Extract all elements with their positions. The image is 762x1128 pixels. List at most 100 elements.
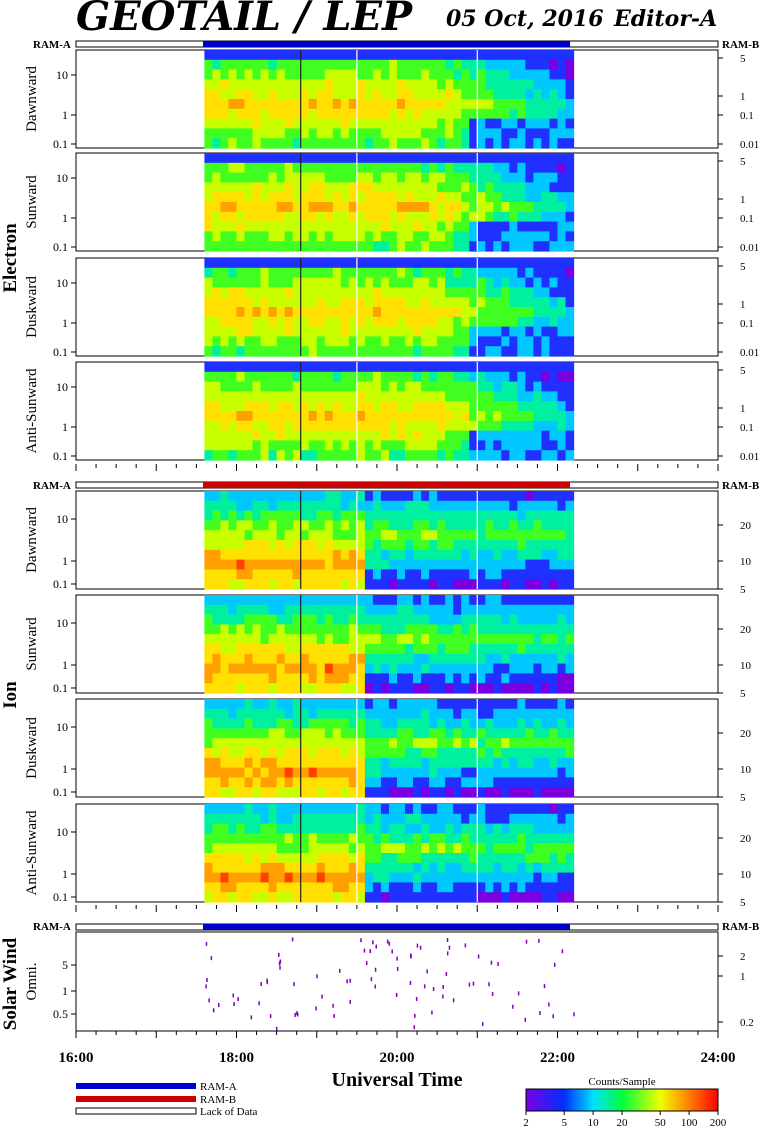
spectrogram-cell bbox=[220, 316, 230, 328]
spectrogram-cell bbox=[429, 549, 438, 561]
spectrogram-cell bbox=[244, 892, 254, 903]
spectrogram-cell bbox=[469, 79, 478, 90]
spectrogram-cell bbox=[405, 267, 414, 279]
spectrogram-cell bbox=[477, 89, 486, 100]
spectrogram-cell bbox=[517, 69, 526, 80]
spectrogram-cell bbox=[356, 530, 366, 541]
spectrogram-cell bbox=[549, 381, 559, 392]
spectrogram-cell bbox=[268, 892, 278, 903]
spectrogram-cell bbox=[356, 326, 366, 337]
spectrogram-cell bbox=[292, 767, 302, 778]
spectrogram-cell bbox=[517, 450, 526, 461]
spectrogram-cell bbox=[268, 258, 278, 269]
spectrogram-cell bbox=[421, 559, 430, 570]
spectrogram-cell bbox=[509, 699, 518, 710]
spectrogram-cell bbox=[557, 882, 567, 893]
spectrogram-cell bbox=[348, 738, 358, 749]
spectrogram-cell bbox=[324, 833, 334, 844]
spectrogram-cell bbox=[557, 510, 567, 521]
spectrogram-cell bbox=[228, 381, 238, 392]
spectrogram-cell bbox=[340, 153, 350, 164]
spectrogram-cell bbox=[549, 579, 559, 590]
spectrogram-cell bbox=[364, 267, 374, 279]
spectrogram-cell bbox=[276, 614, 286, 625]
spectrogram-cell bbox=[437, 777, 446, 788]
spectrogram-cell bbox=[268, 510, 278, 521]
spectrogram-cell bbox=[405, 530, 414, 541]
spectrogram-cell bbox=[276, 728, 286, 739]
spectrogram-cell bbox=[397, 569, 406, 580]
data-point bbox=[512, 1004, 514, 1009]
spectrogram-cell bbox=[268, 267, 278, 279]
spectrogram-cell bbox=[276, 777, 286, 788]
spectrogram-cell bbox=[204, 683, 214, 694]
spectrogram-cell bbox=[340, 391, 350, 402]
spectrogram-cell bbox=[445, 892, 454, 903]
spectrogram-cell bbox=[525, 138, 535, 149]
spectrogram-cell bbox=[284, 614, 294, 625]
spectrogram-cell bbox=[284, 699, 294, 710]
spectrogram-cell bbox=[244, 530, 254, 541]
spectrogram-cell bbox=[493, 540, 502, 551]
spectrogram-cell bbox=[228, 540, 238, 551]
spectrogram-cell bbox=[284, 833, 294, 844]
right-tick-label: 0.2 bbox=[740, 1017, 754, 1029]
spectrogram-cell bbox=[445, 708, 454, 720]
spectrogram-cell bbox=[212, 718, 222, 729]
spectrogram-cell bbox=[453, 872, 462, 883]
spectrogram-cell bbox=[565, 450, 575, 461]
spectrogram-cell bbox=[364, 673, 374, 684]
spectrogram-cell bbox=[212, 843, 222, 854]
spectrogram-cell bbox=[228, 172, 238, 183]
spectrogram-cell bbox=[525, 430, 535, 441]
spectrogram-cell bbox=[525, 614, 535, 625]
spectrogram-cell bbox=[397, 79, 406, 90]
spectrogram-cell bbox=[557, 89, 567, 100]
spectrogram-cell bbox=[380, 89, 390, 100]
spectrogram-cell bbox=[453, 491, 462, 502]
spectrogram-cell bbox=[485, 491, 494, 502]
spectrogram-cell bbox=[236, 738, 246, 749]
spectrogram-cell bbox=[397, 872, 406, 883]
spectrogram-cell bbox=[380, 162, 390, 174]
spectrogram-cell bbox=[324, 540, 334, 551]
spectrogram-cell bbox=[300, 241, 310, 252]
spectrogram-cell bbox=[348, 549, 358, 561]
spectrogram-cell bbox=[485, 420, 494, 432]
spectrogram-cell bbox=[372, 699, 382, 710]
spectrogram-cell bbox=[268, 882, 278, 893]
spectrogram-cell bbox=[380, 50, 390, 61]
spectrogram-cell bbox=[340, 604, 350, 616]
left-tick-label: 0.1 bbox=[53, 577, 68, 591]
spectrogram-cell bbox=[260, 823, 270, 834]
spectrogram-cell bbox=[388, 59, 398, 71]
spectrogram-cell bbox=[340, 287, 350, 298]
spectrogram-cell bbox=[364, 128, 374, 139]
spectrogram-cell bbox=[308, 362, 318, 373]
spectrogram-cell bbox=[501, 79, 510, 90]
colorbar-tick-label: 100 bbox=[681, 1117, 698, 1128]
spectrogram-cell bbox=[228, 118, 238, 129]
spectrogram-cell bbox=[461, 411, 470, 422]
spectrogram-cell bbox=[252, 892, 262, 903]
spectrogram-cell bbox=[437, 346, 446, 357]
electron-panel-label: Sunward bbox=[24, 175, 40, 229]
spectrogram-cell bbox=[509, 520, 518, 531]
spectrogram-cell bbox=[549, 595, 559, 606]
spectrogram-cell bbox=[413, 440, 422, 451]
spectrogram-cell bbox=[477, 510, 486, 521]
spectrogram-cell bbox=[557, 823, 567, 834]
spectrogram-cell bbox=[437, 336, 446, 347]
spectrogram-cell bbox=[437, 491, 446, 502]
spectrogram-cell bbox=[252, 336, 262, 347]
spectrogram-cell bbox=[533, 326, 543, 337]
spectrogram-cell bbox=[324, 241, 334, 252]
left-tick-label: 0.1 bbox=[53, 785, 68, 799]
spectrogram-cell bbox=[284, 172, 294, 183]
spectrogram-cell bbox=[300, 172, 310, 183]
spectrogram-cell bbox=[453, 708, 462, 720]
spectrogram-cell bbox=[228, 614, 238, 625]
spectrogram-cell bbox=[525, 549, 535, 561]
spectrogram-cell bbox=[461, 346, 470, 357]
